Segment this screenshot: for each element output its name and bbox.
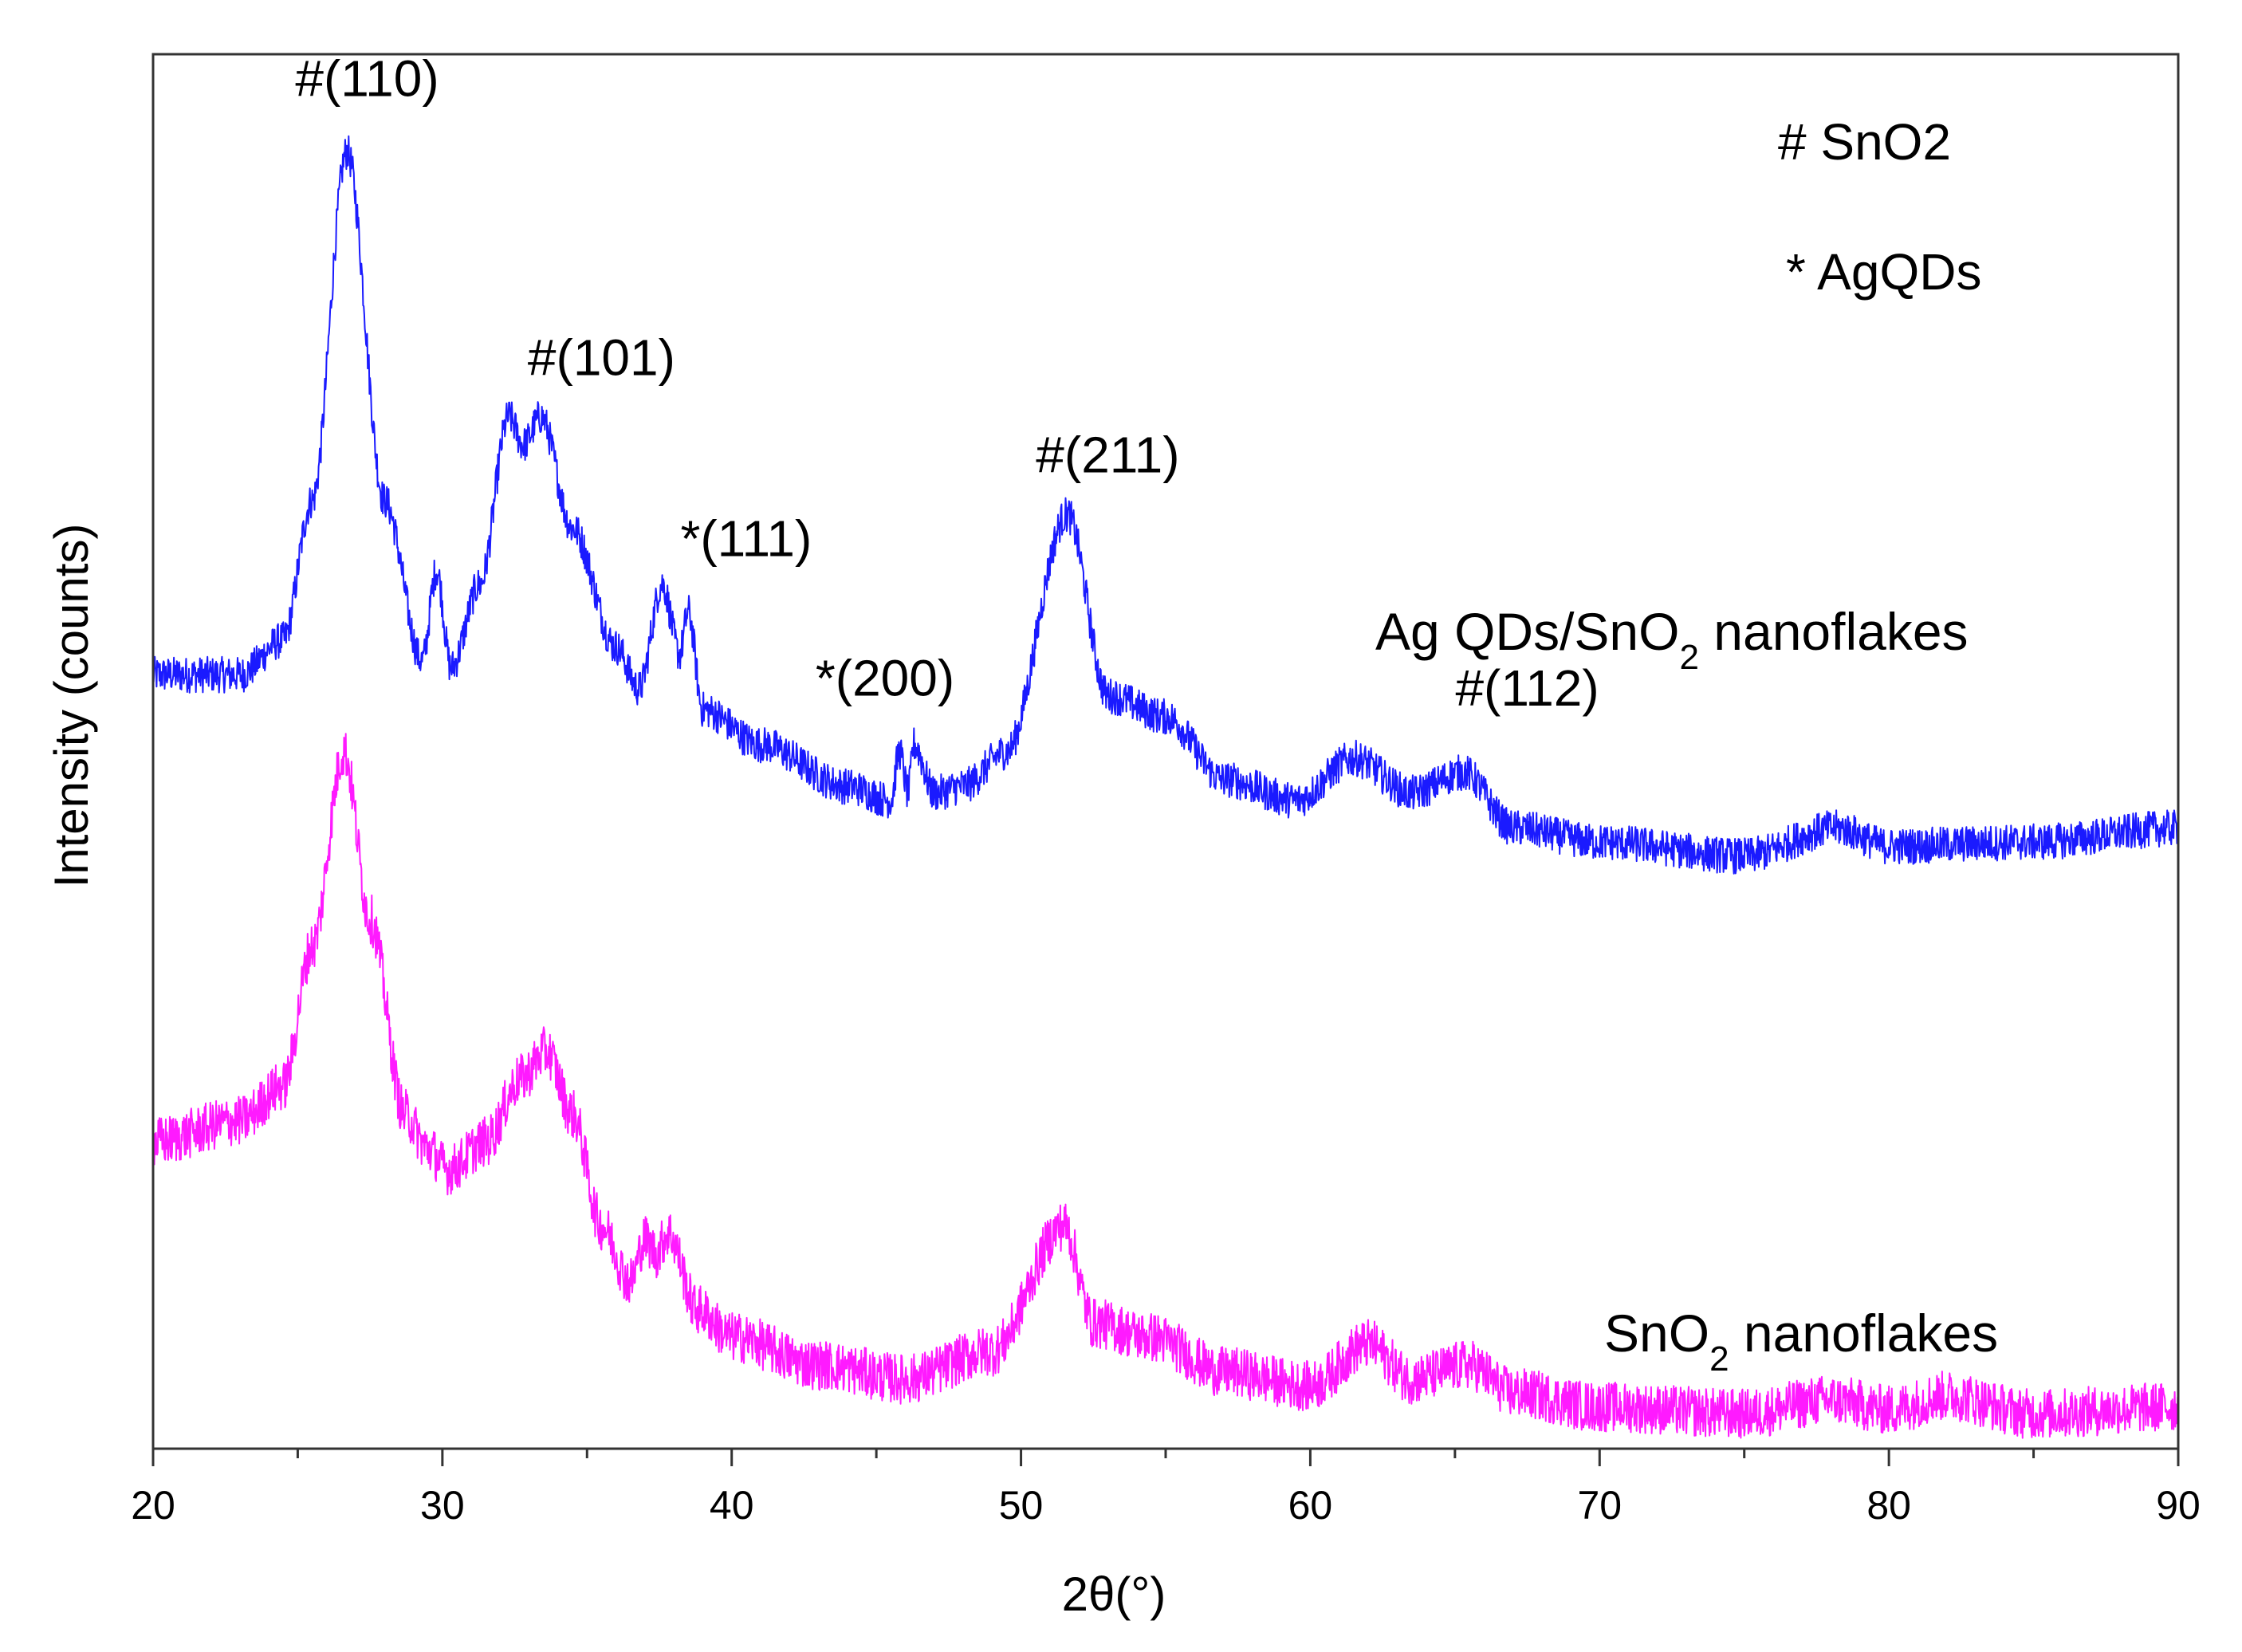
peak-annotation-0-3: *(200): [816, 650, 954, 707]
series-label-agqds-tail: nanoflakes: [1699, 602, 1969, 661]
series-label-agqds-main: Ag QDs/SnO: [1375, 602, 1679, 661]
series-label-sno2-main: SnO: [1604, 1304, 1709, 1363]
x-axis-label: 2θ(°): [1062, 1567, 1166, 1621]
x-tick-label-50: 50: [999, 1483, 1044, 1528]
series-label-sno2: SnO2 nanoflakes: [1604, 1304, 1998, 1379]
series-label-sno2-subscript: 2: [1709, 1339, 1729, 1379]
x-axis-ticks: [151, 1449, 2180, 1466]
x-tick-label-60: 60: [1288, 1483, 1333, 1528]
series-line-0: [152, 135, 2179, 875]
x-tick-label-40: 40: [710, 1483, 754, 1528]
peak-annotation-0-1: #(101): [528, 328, 675, 386]
x-tick-label-80: 80: [1866, 1483, 1911, 1528]
x-tick-label-90: 90: [2156, 1483, 2201, 1528]
y-axis-label: Intensity (counts): [45, 524, 98, 888]
series-label-agqds-subscript: 2: [1679, 638, 1698, 677]
peak-annotation-0-5: #(112): [1455, 659, 1599, 717]
peak-annotations: #(110) #(101) *(111) *(200) #(211) #(112): [295, 49, 1599, 716]
plot-area: [152, 135, 2179, 1439]
x-axis-tick-labels: 20 30 40 50 60 70 80 90: [131, 1483, 2201, 1528]
x-tick-label-20: 20: [131, 1483, 175, 1528]
legend-note-sno2: # SnO2: [1778, 113, 1951, 171]
series-label-sno2-tail: nanoflakes: [1729, 1304, 1999, 1363]
x-tick-label-30: 30: [420, 1483, 465, 1528]
series-label-agqds-sno2: Ag QDs/SnO2 nanoflakes: [1375, 602, 1969, 677]
peak-annotation-0-0: #(110): [295, 49, 439, 107]
legend-note-agqds: * AgQDs: [1786, 243, 1981, 301]
series-line-1: [152, 733, 2179, 1439]
x-tick-label-70: 70: [1577, 1483, 1622, 1528]
peak-annotation-0-2: *(111): [680, 510, 812, 568]
peak-annotation-0-4: #(211): [1036, 427, 1179, 484]
